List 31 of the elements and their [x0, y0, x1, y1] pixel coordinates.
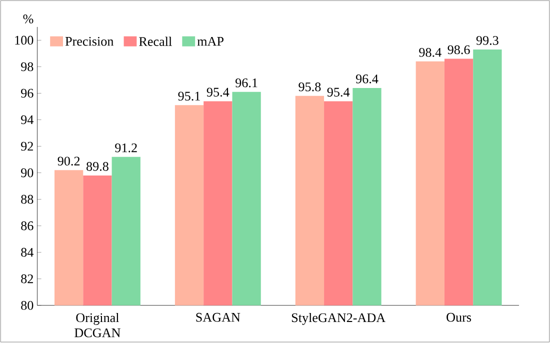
y-tick-label: 96 [21, 89, 34, 98]
legend-label: mAP [197, 37, 224, 46]
y-tick-label: 82 [21, 274, 33, 284]
y-tick-label: 94 [21, 116, 34, 124]
y-tick-label: 90 [21, 168, 34, 178]
data-label: 90.2 [58, 156, 80, 166]
x-tick-label: StyleGAN2-ADA [292, 313, 386, 326]
y-tick-label: 92 [21, 142, 33, 151]
y-tick-label: 88 [21, 195, 34, 204]
legend-label: Recall [139, 36, 172, 46]
data-label: 96.1 [236, 78, 258, 88]
y-tick-label: 84 [21, 248, 34, 257]
data-label: 96.4 [356, 74, 378, 84]
data-label: 99.3 [476, 36, 498, 46]
x-tick-label: SAGAN [196, 313, 240, 322]
y-tick-label: 98 [21, 62, 34, 72]
y-axis-title: % [23, 14, 34, 24]
data-label: 95.4 [206, 88, 230, 97]
x-tick-label: Original DCGAN [74, 313, 120, 338]
y-tick-label: 80 [21, 301, 34, 310]
x-tick-label: Ours [446, 313, 472, 322]
data-label: 91.2 [115, 144, 137, 153]
data-label: 95.1 [178, 92, 200, 101]
data-label: 98.6 [448, 46, 470, 54]
data-label: 95.4 [327, 88, 350, 97]
data-label: 95.8 [298, 82, 321, 92]
data-label: 89.8 [86, 162, 108, 172]
legend-label: Precision [65, 37, 114, 46]
y-tick-label: 100 [15, 36, 34, 45]
data-label: 98.4 [419, 48, 442, 58]
y-tick-label: 86 [21, 222, 34, 230]
